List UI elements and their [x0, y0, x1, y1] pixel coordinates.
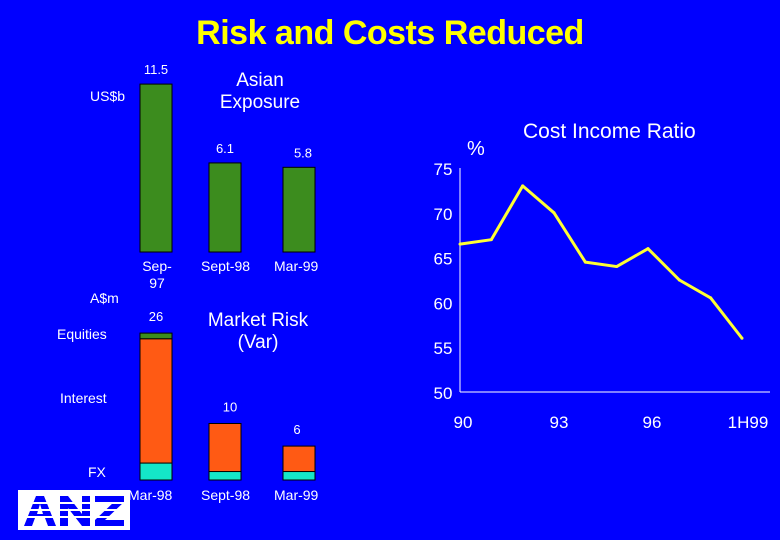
anz-logo: [18, 490, 130, 530]
asian-exposure-bar-1: [139, 83, 173, 253]
cost-income-point-7: [646, 247, 650, 251]
market-risk-bar-2-fx: [208, 471, 242, 481]
market-risk-bar-3-fx: [282, 471, 316, 481]
cost-income-xtick-1: 90: [454, 413, 473, 432]
market-risk-bar-1-equities: [139, 332, 173, 340]
asian-exposure-data-label-2: 6.1: [216, 141, 234, 156]
slide-title: Risk and Costs Reduced: [196, 14, 584, 52]
cost-income-point-9: [709, 296, 713, 300]
market-risk-bar-1-interest: [139, 338, 173, 464]
asian-exposure-bar-2: [208, 162, 242, 253]
market-risk-category-2: Sept-98: [201, 487, 251, 503]
cost-income-xtick-2: 93: [550, 413, 569, 432]
cost-income-line: [459, 184, 744, 340]
cost-income-point-8: [677, 278, 681, 282]
asian-exposure-category-2: Sept-98: [201, 258, 251, 274]
cost-income-ytick-55: 55: [434, 339, 453, 358]
market-risk-unit-label: A$m: [90, 290, 119, 306]
cost-income-title: Cost Income Ratio: [523, 120, 696, 143]
asian-exposure-unit-label: US$b: [90, 88, 126, 104]
cost-income-point-3: [521, 184, 525, 188]
asian-exposure-category-3: Mar-99: [274, 258, 319, 274]
cost-income-point-6: [615, 265, 619, 269]
asian-exposure-data-label-1: 11.5: [144, 62, 168, 77]
asian-exposure-bar-3: [282, 166, 316, 253]
market-risk-data-label-2: 10: [223, 400, 237, 415]
cost-income-ytick-60: 60: [434, 294, 453, 313]
market-risk-bar-2-interest: [208, 423, 242, 473]
asian-exposure-data-label-3: 5.8: [294, 145, 312, 160]
legend-fx: FX: [88, 464, 106, 480]
market-risk-data-label-3: 6: [293, 422, 300, 437]
market-risk-category-1: Mar-98: [128, 487, 173, 503]
market-risk-category-3: Mar-99: [274, 487, 319, 503]
cost-income-xtick-4: 1H99: [728, 413, 769, 432]
cost-income-ytick-65: 65: [434, 250, 453, 269]
cost-income-ytick-70: 70: [434, 205, 453, 224]
asian-exposure-category-1: Sep-97: [142, 258, 172, 291]
cost-income-ytick-50: 50: [434, 384, 453, 403]
cost-income-point-4: [552, 211, 556, 215]
cost-income-point-5: [583, 260, 587, 264]
market-risk-data-label-1: 26: [149, 309, 163, 324]
market-risk-bar-1-fx: [139, 462, 173, 481]
asian-exposure-title: Asian Exposure: [219, 70, 301, 113]
legend-interest: Interest: [60, 390, 107, 406]
market-risk-title: Market Risk (Var): [207, 310, 309, 353]
cost-income-xtick-3: 96: [643, 413, 662, 432]
cost-income-point-2: [489, 238, 493, 242]
cost-income-ytick-75: 75: [434, 160, 453, 179]
market-risk-bar-3-interest: [282, 445, 316, 473]
legend-equities: Equities: [57, 326, 107, 342]
cost-income-point-1: [458, 242, 462, 246]
cost-income-point-10: [740, 336, 744, 340]
cost-income-ylabel: %: [467, 138, 485, 160]
